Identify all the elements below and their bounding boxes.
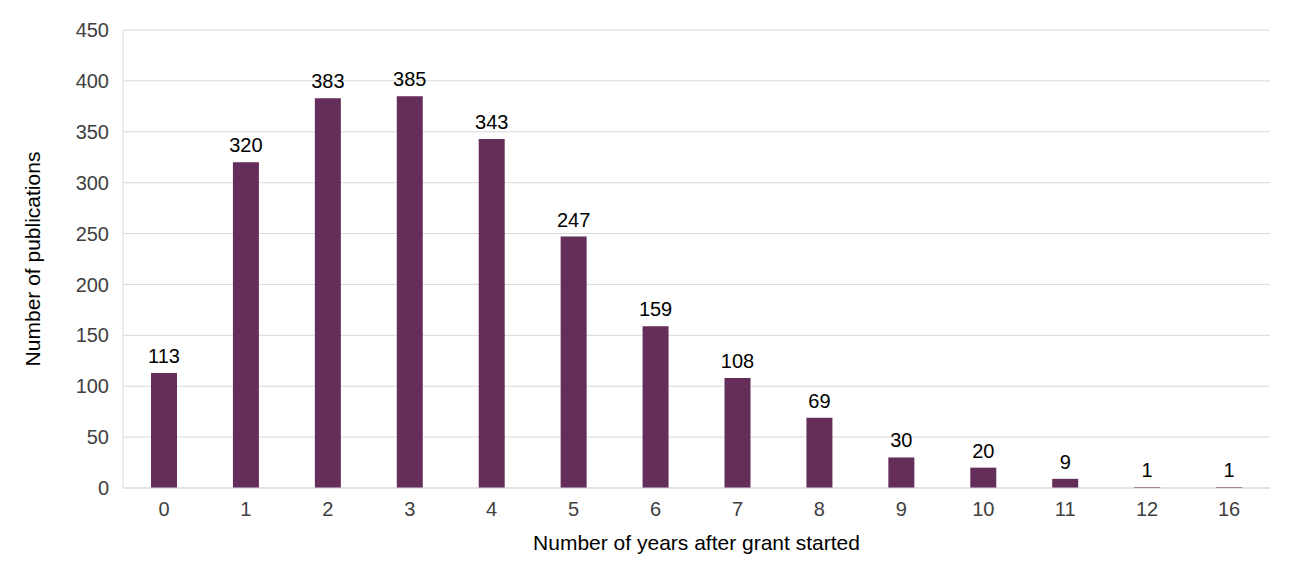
svg-text:9: 9 <box>1060 451 1071 473</box>
svg-text:6: 6 <box>650 498 661 520</box>
svg-text:20: 20 <box>972 440 994 462</box>
svg-text:0: 0 <box>98 477 109 499</box>
svg-text:8: 8 <box>814 498 825 520</box>
svg-text:250: 250 <box>76 223 109 245</box>
svg-text:0: 0 <box>158 498 169 520</box>
svg-text:108: 108 <box>721 350 754 372</box>
svg-text:10: 10 <box>972 498 994 520</box>
svg-text:30: 30 <box>890 429 912 451</box>
svg-text:1: 1 <box>240 498 251 520</box>
svg-text:385: 385 <box>393 68 426 90</box>
svg-text:343: 343 <box>475 111 508 133</box>
svg-text:12: 12 <box>1136 498 1158 520</box>
svg-text:320: 320 <box>229 134 262 156</box>
svg-text:2: 2 <box>322 498 333 520</box>
svg-text:400: 400 <box>76 70 109 92</box>
svg-text:Number of publications: Number of publications <box>21 152 44 367</box>
svg-text:100: 100 <box>76 375 109 397</box>
svg-text:300: 300 <box>76 172 109 194</box>
svg-text:4: 4 <box>486 498 497 520</box>
svg-text:450: 450 <box>76 19 109 41</box>
svg-text:1: 1 <box>1142 459 1153 481</box>
svg-text:247: 247 <box>557 209 590 231</box>
svg-text:9: 9 <box>896 498 907 520</box>
svg-text:3: 3 <box>404 498 415 520</box>
svg-text:Number of years after grant st: Number of years after grant started <box>533 531 860 554</box>
svg-text:50: 50 <box>87 426 109 448</box>
svg-text:7: 7 <box>732 498 743 520</box>
svg-text:5: 5 <box>568 498 579 520</box>
svg-text:113: 113 <box>148 345 180 367</box>
svg-text:69: 69 <box>808 390 830 412</box>
svg-text:200: 200 <box>76 274 109 296</box>
svg-text:383: 383 <box>311 70 344 92</box>
svg-text:16: 16 <box>1218 498 1240 520</box>
svg-text:150: 150 <box>76 324 109 346</box>
svg-text:159: 159 <box>639 298 672 320</box>
svg-text:350: 350 <box>76 121 109 143</box>
svg-text:11: 11 <box>1055 498 1076 520</box>
svg-text:1: 1 <box>1224 459 1235 481</box>
